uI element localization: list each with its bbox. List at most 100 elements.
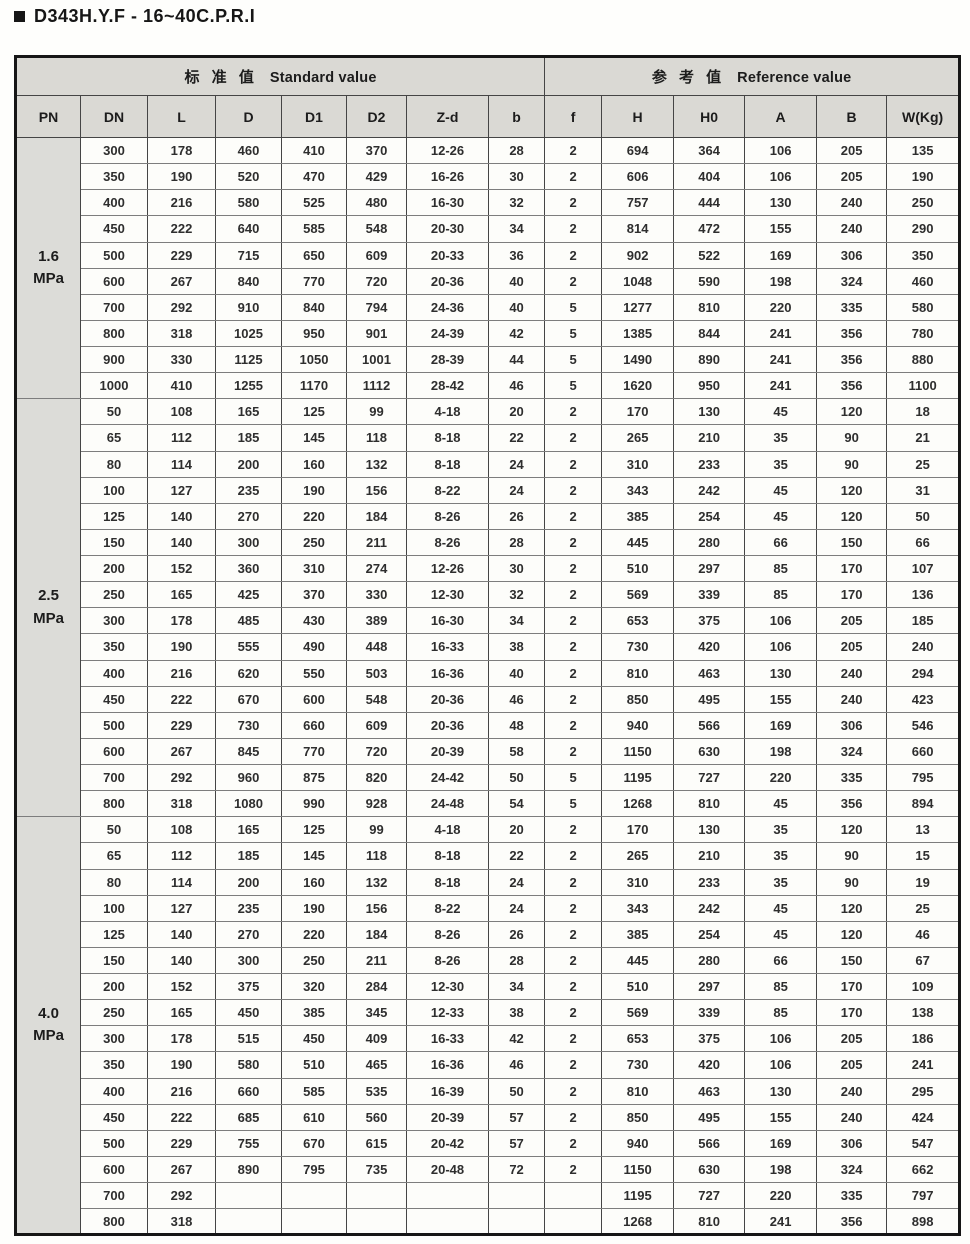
data-cell: 470 bbox=[281, 163, 347, 191]
data-cell: 66 bbox=[744, 946, 818, 975]
data-cell: 460 bbox=[886, 267, 961, 295]
data-cell: 2 bbox=[544, 502, 603, 530]
data-cell: 34 bbox=[487, 972, 546, 1001]
data-cell: 1100 bbox=[886, 372, 961, 400]
column-header-a: A bbox=[744, 95, 818, 138]
data-cell: 670 bbox=[281, 1129, 347, 1157]
data-cell: 184 bbox=[346, 502, 407, 530]
data-cell: 797 bbox=[886, 1181, 961, 1210]
data-cell: 160 bbox=[281, 868, 347, 896]
data-cell: 165 bbox=[147, 581, 216, 609]
data-cell: 46 bbox=[487, 372, 546, 400]
data-cell bbox=[544, 1208, 603, 1236]
data-cell: 45 bbox=[744, 502, 818, 530]
table-row: 500 229 730 660 609 20-36 48 2 940 566 169 306 546 bbox=[16, 711, 961, 739]
table-row: 350 190 580 510 465 16-36 46 2 730 420 106 205 241 bbox=[16, 1051, 961, 1079]
data-cell: 522 bbox=[673, 241, 746, 269]
data-cell: 940 bbox=[601, 711, 675, 739]
data-cell: 2 bbox=[544, 163, 603, 191]
group-header-reference-en: Reference value bbox=[737, 70, 852, 86]
data-cell: 185 bbox=[886, 607, 961, 635]
table-row: 400 216 660 585 535 16-39 50 2 810 463 130 240 295 bbox=[16, 1077, 961, 1105]
table-row: 350 190 520 470 429 16-26 30 2 606 404 106 205 190 bbox=[16, 163, 961, 191]
data-cell: 254 bbox=[673, 502, 746, 530]
data-cell: 400 bbox=[80, 1077, 148, 1105]
data-cell: 610 bbox=[281, 1103, 347, 1131]
data-cell: 292 bbox=[147, 293, 216, 321]
data-cell: 229 bbox=[147, 711, 216, 739]
data-cell: 220 bbox=[744, 1181, 818, 1210]
data-cell: 840 bbox=[281, 293, 347, 321]
data-cell: 720 bbox=[346, 737, 407, 766]
data-cell: 335 bbox=[816, 293, 888, 321]
data-cell: 32 bbox=[487, 581, 546, 609]
data-cell: 5 bbox=[544, 790, 603, 818]
data-cell: 220 bbox=[281, 920, 347, 948]
data-cell: 600 bbox=[281, 685, 347, 713]
table-row: 800 318 1025 950 901 24-39 42 5 1385 844 241 356 780 bbox=[16, 319, 961, 348]
data-cell: 267 bbox=[147, 267, 216, 295]
data-cell: 950 bbox=[673, 372, 746, 400]
data-cell: 1112 bbox=[346, 372, 407, 400]
data-cell: 306 bbox=[816, 1129, 888, 1157]
data-cell: 550 bbox=[281, 659, 347, 687]
data-cell: 165 bbox=[215, 398, 282, 426]
group-header-row: 标 准 值 Standard value 参 考 值 Reference value bbox=[14, 56, 961, 96]
column-header-b: B bbox=[816, 95, 888, 138]
data-cell: 653 bbox=[601, 607, 675, 635]
data-cell: 794 bbox=[346, 293, 407, 321]
table-row: 500 229 715 650 609 20-33 36 2 902 522 169 306 350 bbox=[16, 241, 961, 269]
data-cell: 356 bbox=[816, 790, 888, 818]
data-cell: 875 bbox=[281, 763, 347, 792]
data-cell: 67 bbox=[886, 946, 961, 975]
data-cell: 1268 bbox=[601, 1208, 675, 1236]
data-cell: 155 bbox=[744, 215, 818, 243]
data-cell: 135 bbox=[886, 136, 961, 165]
table-row: 100 127 235 190 156 8-22 24 2 343 242 45 120 25 bbox=[16, 894, 961, 922]
data-cell: 211 bbox=[346, 528, 407, 557]
data-cell: 1268 bbox=[601, 790, 675, 818]
data-cell: 1195 bbox=[601, 1181, 675, 1210]
data-cell: 190 bbox=[281, 894, 347, 922]
table-row: 450 222 670 600 548 20-36 46 2 850 495 155 240 423 bbox=[16, 685, 961, 713]
data-cell: 8-26 bbox=[406, 502, 489, 530]
column-header-zd: Z-d bbox=[406, 95, 489, 138]
data-cell: 324 bbox=[816, 267, 888, 295]
data-cell: 609 bbox=[346, 241, 407, 269]
data-cell: 840 bbox=[215, 267, 282, 295]
data-cell: 335 bbox=[816, 1181, 888, 1210]
data-cell: 16-33 bbox=[406, 1025, 489, 1053]
data-cell: 2 bbox=[544, 267, 603, 295]
data-cell bbox=[346, 1208, 407, 1236]
data-cell: 450 bbox=[80, 685, 148, 713]
data-cell: 5 bbox=[544, 319, 603, 348]
data-cell: 385 bbox=[601, 502, 675, 530]
data-cell: 5 bbox=[544, 372, 603, 400]
data-cell: 106 bbox=[744, 607, 818, 635]
data-cell: 241 bbox=[744, 372, 818, 400]
data-cell: 120 bbox=[816, 894, 888, 922]
data-cell: 700 bbox=[80, 1181, 148, 1210]
data-cell: 450 bbox=[281, 1025, 347, 1053]
data-cell: 30 bbox=[487, 554, 546, 583]
data-cell: 5 bbox=[544, 763, 603, 792]
data-cell: 35 bbox=[744, 816, 818, 844]
data-cell: 45 bbox=[744, 920, 818, 948]
data-cell: 409 bbox=[346, 1025, 407, 1053]
data-cell: 700 bbox=[80, 763, 148, 792]
data-cell: 8-18 bbox=[406, 424, 489, 452]
data-cell: 429 bbox=[346, 163, 407, 191]
data-cell: 20-39 bbox=[406, 1103, 489, 1131]
group-header-standard-en: Standard value bbox=[269, 70, 377, 86]
column-header-row: PN DN L D D1 D2 Z-d b f H H0 A B W(Kg) bbox=[15, 95, 961, 138]
data-cell: 12-33 bbox=[406, 999, 489, 1027]
data-cell: 2 bbox=[544, 215, 603, 243]
data-cell: 310 bbox=[281, 554, 347, 583]
data-cell: 810 bbox=[673, 1208, 746, 1236]
data-cell: 222 bbox=[147, 685, 216, 713]
data-cell: 510 bbox=[281, 1051, 347, 1079]
data-cell: 28-42 bbox=[406, 372, 489, 400]
data-cell: 198 bbox=[744, 737, 818, 766]
data-cell: 510 bbox=[601, 972, 675, 1001]
data-cell: 1125 bbox=[215, 345, 282, 374]
